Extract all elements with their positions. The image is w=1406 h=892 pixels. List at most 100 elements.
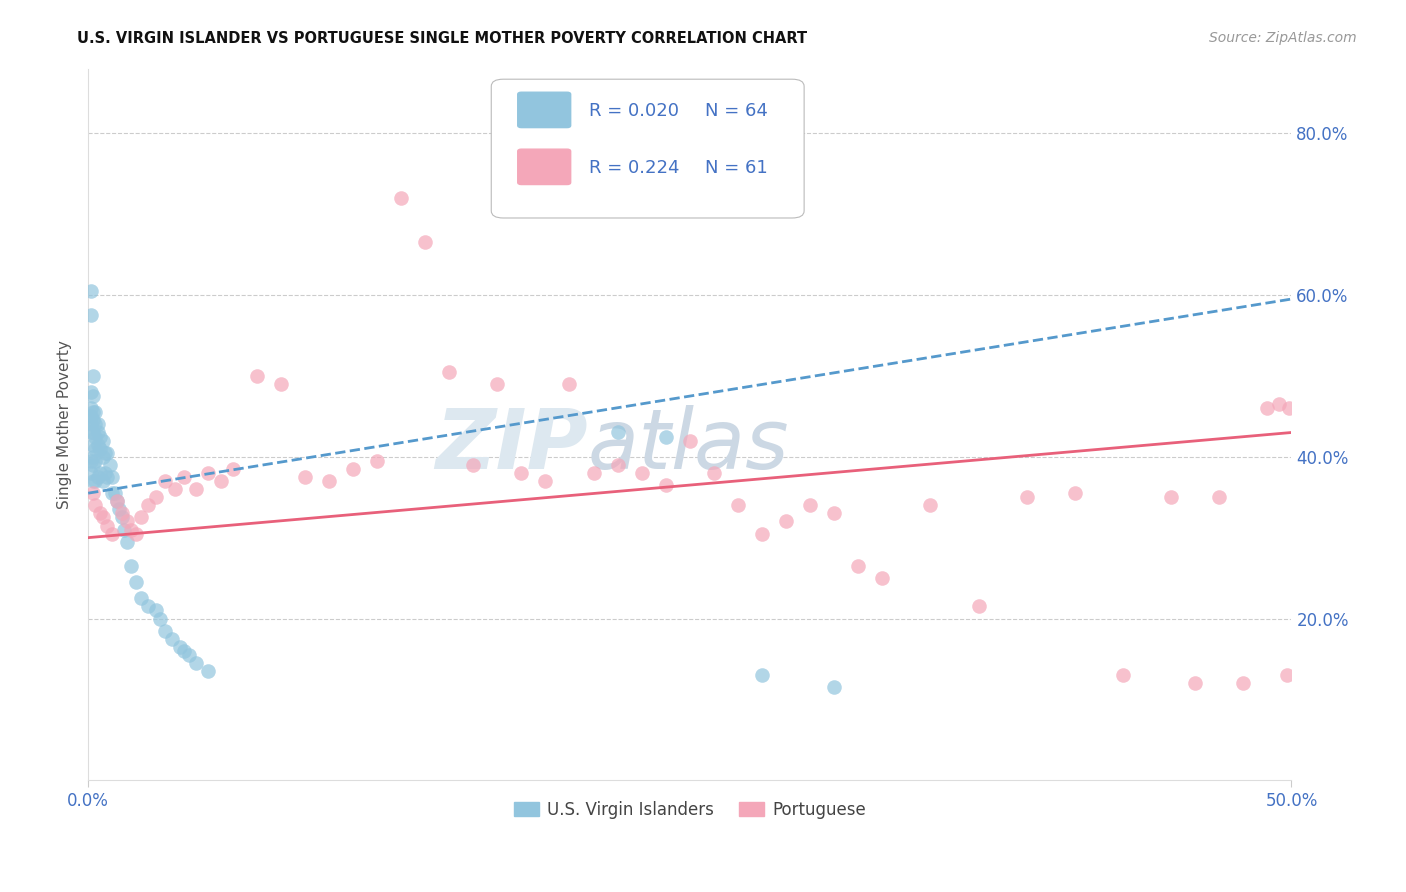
Point	[79, 401, 101, 416]
Text: U.S. VIRGIN ISLANDER VS PORTUGUESE SINGLE MOTHER POVERTY CORRELATION CHART: U.S. VIRGIN ISLANDER VS PORTUGUESE SINGL…	[77, 31, 807, 46]
Text: R = 0.224: R = 0.224	[589, 159, 679, 177]
Point	[89, 507, 111, 521]
Point	[145, 603, 167, 617]
Point	[186, 656, 208, 670]
Point	[366, 454, 388, 468]
FancyBboxPatch shape	[517, 92, 571, 128]
Point	[84, 498, 107, 512]
Point	[197, 664, 219, 678]
Point	[606, 425, 628, 440]
Point	[136, 498, 159, 512]
Point	[87, 470, 110, 484]
Point	[94, 466, 117, 480]
Point	[510, 466, 533, 480]
Point	[186, 482, 208, 496]
Point	[101, 486, 124, 500]
Point	[101, 526, 124, 541]
Point	[149, 611, 172, 625]
Point	[98, 458, 121, 472]
Point	[121, 523, 143, 537]
Point	[1112, 668, 1135, 682]
Point	[79, 284, 101, 298]
Point	[967, 599, 990, 614]
Point	[823, 507, 845, 521]
Point	[96, 518, 118, 533]
Point	[84, 474, 107, 488]
Point	[115, 515, 138, 529]
Point	[79, 454, 101, 468]
Point	[751, 526, 773, 541]
Point	[654, 429, 676, 443]
Point	[136, 599, 159, 614]
Point	[153, 624, 176, 638]
Point	[112, 523, 135, 537]
Point	[105, 494, 128, 508]
Text: Source: ZipAtlas.com: Source: ZipAtlas.com	[1209, 31, 1357, 45]
Point	[129, 510, 152, 524]
Point	[727, 498, 749, 512]
Point	[270, 376, 292, 391]
Point	[1256, 401, 1278, 416]
Point	[82, 425, 104, 440]
Point	[1268, 397, 1291, 411]
Point	[197, 466, 219, 480]
FancyBboxPatch shape	[517, 149, 571, 185]
Point	[799, 498, 821, 512]
Point	[1232, 676, 1254, 690]
Point	[153, 474, 176, 488]
Point	[104, 486, 127, 500]
Point	[246, 368, 269, 383]
Point	[318, 474, 340, 488]
Point	[534, 474, 557, 488]
Point	[91, 510, 114, 524]
Point	[920, 498, 942, 512]
Point	[89, 442, 111, 456]
Point	[94, 446, 117, 460]
Point	[872, 571, 894, 585]
Point	[87, 425, 110, 440]
Point	[89, 466, 111, 480]
Point	[84, 454, 107, 468]
Point	[413, 235, 436, 250]
Point	[486, 376, 509, 391]
Point	[87, 417, 110, 432]
Point	[846, 558, 869, 573]
Point	[1015, 490, 1038, 504]
Point	[342, 462, 364, 476]
Point	[79, 385, 101, 400]
Point	[1160, 490, 1182, 504]
Point	[96, 470, 118, 484]
Point	[169, 640, 191, 654]
Point	[294, 470, 316, 484]
Point	[79, 425, 101, 440]
Point	[82, 389, 104, 403]
Point	[1184, 676, 1206, 690]
Point	[105, 494, 128, 508]
Point	[179, 648, 201, 662]
Point	[145, 490, 167, 504]
Point	[173, 470, 195, 484]
Point	[79, 417, 101, 432]
Point	[654, 478, 676, 492]
Point	[129, 591, 152, 606]
Point	[87, 437, 110, 451]
Point	[679, 434, 702, 448]
Point	[115, 534, 138, 549]
Point	[82, 450, 104, 464]
Point	[558, 376, 581, 391]
Point	[84, 405, 107, 419]
Point	[82, 368, 104, 383]
FancyBboxPatch shape	[491, 79, 804, 218]
Point	[121, 558, 143, 573]
Point	[84, 429, 107, 443]
Point	[111, 507, 134, 521]
Point	[84, 417, 107, 432]
Point	[775, 515, 797, 529]
Point	[703, 466, 725, 480]
Point	[79, 308, 101, 322]
Point	[82, 413, 104, 427]
Point	[125, 526, 148, 541]
Legend: U.S. Virgin Islanders, Portuguese: U.S. Virgin Islanders, Portuguese	[508, 794, 873, 825]
Point	[82, 486, 104, 500]
Point	[606, 458, 628, 472]
